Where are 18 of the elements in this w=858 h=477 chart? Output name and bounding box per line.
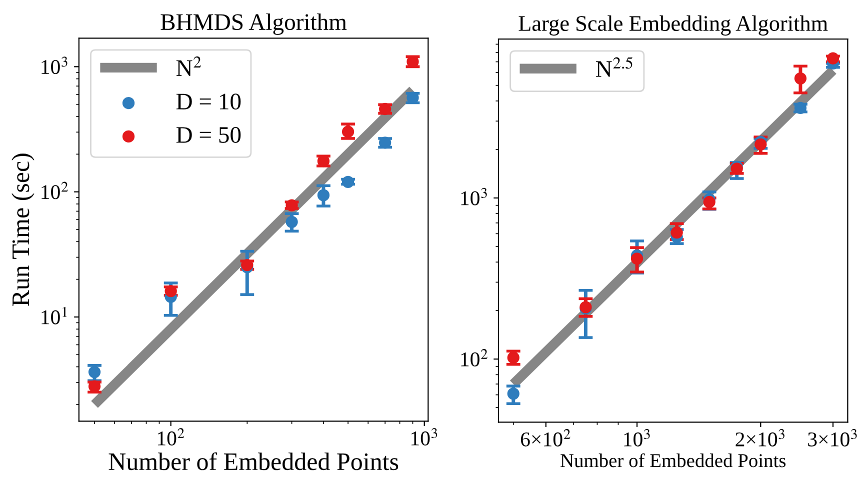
x-tick-label: 6×10$^{2}$ [520,429,570,446]
y-tick-label: 10$^{3}$ [42,56,68,74]
chart-title: BHMDS Algorithm [160,13,347,35]
y-tick-label: 10$^{2}$ [42,182,68,200]
x-tick-label: 10$^{3}$ [412,428,438,446]
x-axis-title: Number of Embedded Points [108,452,398,470]
legend-label: D = 10 [176,94,241,110]
x-tick-label: 10$^{3}$ [624,429,650,446]
x-tick-label: 10$^{2}$ [158,428,184,446]
legend-label: N$^{2}$ [176,56,201,76]
y-tick-label: 10$^{1}$ [42,306,67,324]
x-tick-label: 2×10$^{3}$ [736,429,784,446]
x-tick-label: 3×10$^{3}$ [808,429,857,446]
legend-label: N$^{2.5}$ [596,57,632,77]
y-axis-title: Run Time (sec) [12,154,34,306]
chart-title: Large Scale Embedding Algorithm [518,15,828,36]
x-axis-title: Number of Embedded Points [560,453,786,468]
legend-label: D = 50 [176,126,241,143]
